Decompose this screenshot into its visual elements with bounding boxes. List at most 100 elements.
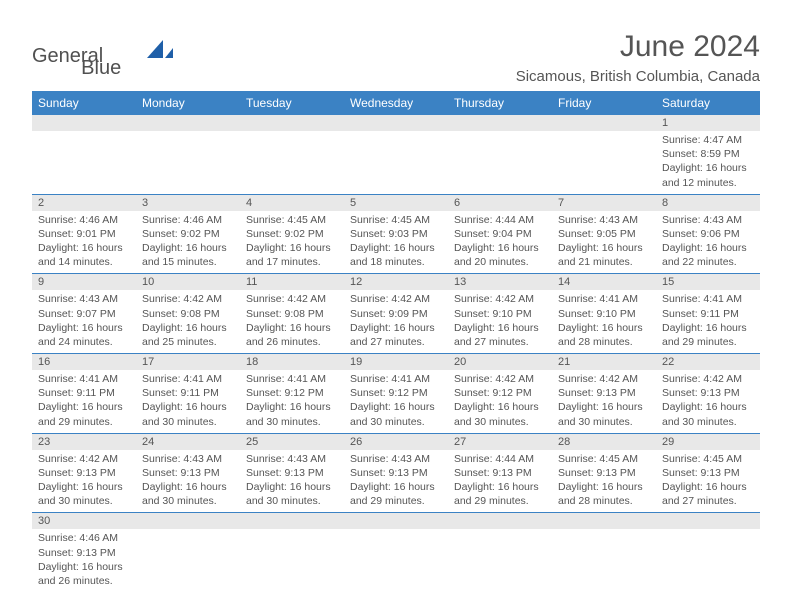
day-number: 6 (448, 195, 552, 211)
calendar-cell: 30Sunrise: 4:46 AMSunset: 9:13 PMDayligh… (32, 513, 136, 592)
day-number: 9 (32, 274, 136, 290)
day-number-empty (32, 115, 136, 131)
day-number: 1 (656, 115, 760, 131)
day-data: Sunrise: 4:44 AMSunset: 9:04 PMDaylight:… (448, 211, 552, 274)
day-number-empty (448, 513, 552, 529)
calendar-cell: 19Sunrise: 4:41 AMSunset: 9:12 PMDayligh… (344, 354, 448, 434)
day-number-empty (344, 513, 448, 529)
column-header: Wednesday (344, 91, 448, 115)
day-data: Sunrise: 4:43 AMSunset: 9:07 PMDaylight:… (32, 290, 136, 353)
day-number-empty (344, 115, 448, 131)
calendar-cell: 7Sunrise: 4:43 AMSunset: 9:05 PMDaylight… (552, 194, 656, 274)
day-data: Sunrise: 4:41 AMSunset: 9:11 PMDaylight:… (32, 370, 136, 433)
calendar-cell: 5Sunrise: 4:45 AMSunset: 9:03 PMDaylight… (344, 194, 448, 274)
day-data: Sunrise: 4:45 AMSunset: 9:02 PMDaylight:… (240, 211, 344, 274)
calendar-cell: 16Sunrise: 4:41 AMSunset: 9:11 PMDayligh… (32, 354, 136, 434)
logo: GeneralBlue (32, 30, 175, 69)
calendar-cell: 21Sunrise: 4:42 AMSunset: 9:13 PMDayligh… (552, 354, 656, 434)
day-data: Sunrise: 4:42 AMSunset: 9:13 PMDaylight:… (656, 370, 760, 433)
calendar-cell: 28Sunrise: 4:45 AMSunset: 9:13 PMDayligh… (552, 433, 656, 513)
day-data: Sunrise: 4:42 AMSunset: 9:10 PMDaylight:… (448, 290, 552, 353)
calendar-cell: 13Sunrise: 4:42 AMSunset: 9:10 PMDayligh… (448, 274, 552, 354)
calendar-cell (136, 513, 240, 592)
day-number: 18 (240, 354, 344, 370)
day-data: Sunrise: 4:47 AMSunset: 8:59 PMDaylight:… (656, 131, 760, 194)
day-data: Sunrise: 4:45 AMSunset: 9:13 PMDaylight:… (552, 450, 656, 513)
calendar-cell: 8Sunrise: 4:43 AMSunset: 9:06 PMDaylight… (656, 194, 760, 274)
day-number-empty (240, 513, 344, 529)
day-number-empty (552, 513, 656, 529)
calendar-cell: 2Sunrise: 4:46 AMSunset: 9:01 PMDaylight… (32, 194, 136, 274)
day-number: 8 (656, 195, 760, 211)
day-number: 17 (136, 354, 240, 370)
page-title: June 2024 (516, 30, 760, 64)
day-number: 29 (656, 434, 760, 450)
calendar-cell (32, 115, 136, 194)
calendar-cell: 26Sunrise: 4:43 AMSunset: 9:13 PMDayligh… (344, 433, 448, 513)
day-number-empty (136, 513, 240, 529)
day-number: 13 (448, 274, 552, 290)
calendar-cell (656, 513, 760, 592)
calendar-cell: 1Sunrise: 4:47 AMSunset: 8:59 PMDaylight… (656, 115, 760, 194)
calendar-cell: 24Sunrise: 4:43 AMSunset: 9:13 PMDayligh… (136, 433, 240, 513)
calendar-week: 23Sunrise: 4:42 AMSunset: 9:13 PMDayligh… (32, 433, 760, 513)
calendar-cell: 23Sunrise: 4:42 AMSunset: 9:13 PMDayligh… (32, 433, 136, 513)
day-data: Sunrise: 4:41 AMSunset: 9:11 PMDaylight:… (656, 290, 760, 353)
calendar-week: 30Sunrise: 4:46 AMSunset: 9:13 PMDayligh… (32, 513, 760, 592)
day-data: Sunrise: 4:41 AMSunset: 9:12 PMDaylight:… (240, 370, 344, 433)
day-data: Sunrise: 4:41 AMSunset: 9:10 PMDaylight:… (552, 290, 656, 353)
day-data: Sunrise: 4:42 AMSunset: 9:09 PMDaylight:… (344, 290, 448, 353)
day-number: 14 (552, 274, 656, 290)
location: Sicamous, British Columbia, Canada (516, 68, 760, 85)
day-data: Sunrise: 4:43 AMSunset: 9:13 PMDaylight:… (344, 450, 448, 513)
column-header: Saturday (656, 91, 760, 115)
day-data: Sunrise: 4:43 AMSunset: 9:06 PMDaylight:… (656, 211, 760, 274)
sail-icon (145, 38, 175, 69)
day-number-empty (552, 115, 656, 131)
calendar-cell: 20Sunrise: 4:42 AMSunset: 9:12 PMDayligh… (448, 354, 552, 434)
calendar-week: 1Sunrise: 4:47 AMSunset: 8:59 PMDaylight… (32, 115, 760, 194)
header: GeneralBlue June 2024 Sicamous, British … (32, 30, 760, 85)
day-data: Sunrise: 4:43 AMSunset: 9:13 PMDaylight:… (136, 450, 240, 513)
day-number-empty (136, 115, 240, 131)
calendar-cell: 22Sunrise: 4:42 AMSunset: 9:13 PMDayligh… (656, 354, 760, 434)
calendar-cell: 17Sunrise: 4:41 AMSunset: 9:11 PMDayligh… (136, 354, 240, 434)
column-header: Friday (552, 91, 656, 115)
calendar-cell: 10Sunrise: 4:42 AMSunset: 9:08 PMDayligh… (136, 274, 240, 354)
calendar-cell: 3Sunrise: 4:46 AMSunset: 9:02 PMDaylight… (136, 194, 240, 274)
day-number: 16 (32, 354, 136, 370)
day-number: 25 (240, 434, 344, 450)
calendar-header-row: SundayMondayTuesdayWednesdayThursdayFrid… (32, 91, 760, 115)
column-header: Monday (136, 91, 240, 115)
day-number-empty (448, 115, 552, 131)
day-data: Sunrise: 4:42 AMSunset: 9:13 PMDaylight:… (32, 450, 136, 513)
calendar-cell (552, 115, 656, 194)
calendar-cell: 12Sunrise: 4:42 AMSunset: 9:09 PMDayligh… (344, 274, 448, 354)
calendar-cell (448, 115, 552, 194)
calendar-cell (552, 513, 656, 592)
day-number: 19 (344, 354, 448, 370)
calendar-cell: 15Sunrise: 4:41 AMSunset: 9:11 PMDayligh… (656, 274, 760, 354)
day-data: Sunrise: 4:42 AMSunset: 9:08 PMDaylight:… (240, 290, 344, 353)
column-header: Tuesday (240, 91, 344, 115)
day-number: 26 (344, 434, 448, 450)
calendar-cell (240, 513, 344, 592)
day-data: Sunrise: 4:46 AMSunset: 9:02 PMDaylight:… (136, 211, 240, 274)
day-data: Sunrise: 4:45 AMSunset: 9:13 PMDaylight:… (656, 450, 760, 513)
calendar-cell: 9Sunrise: 4:43 AMSunset: 9:07 PMDaylight… (32, 274, 136, 354)
calendar-cell (344, 115, 448, 194)
day-number: 12 (344, 274, 448, 290)
column-header: Thursday (448, 91, 552, 115)
day-data: Sunrise: 4:45 AMSunset: 9:03 PMDaylight:… (344, 211, 448, 274)
day-data: Sunrise: 4:43 AMSunset: 9:05 PMDaylight:… (552, 211, 656, 274)
calendar-cell: 6Sunrise: 4:44 AMSunset: 9:04 PMDaylight… (448, 194, 552, 274)
logo-text-2: Blue (81, 57, 121, 79)
day-data: Sunrise: 4:41 AMSunset: 9:12 PMDaylight:… (344, 370, 448, 433)
day-data: Sunrise: 4:42 AMSunset: 9:12 PMDaylight:… (448, 370, 552, 433)
day-number-empty (240, 115, 344, 131)
day-number: 10 (136, 274, 240, 290)
day-number: 3 (136, 195, 240, 211)
day-number: 4 (240, 195, 344, 211)
calendar-cell: 29Sunrise: 4:45 AMSunset: 9:13 PMDayligh… (656, 433, 760, 513)
day-number: 23 (32, 434, 136, 450)
